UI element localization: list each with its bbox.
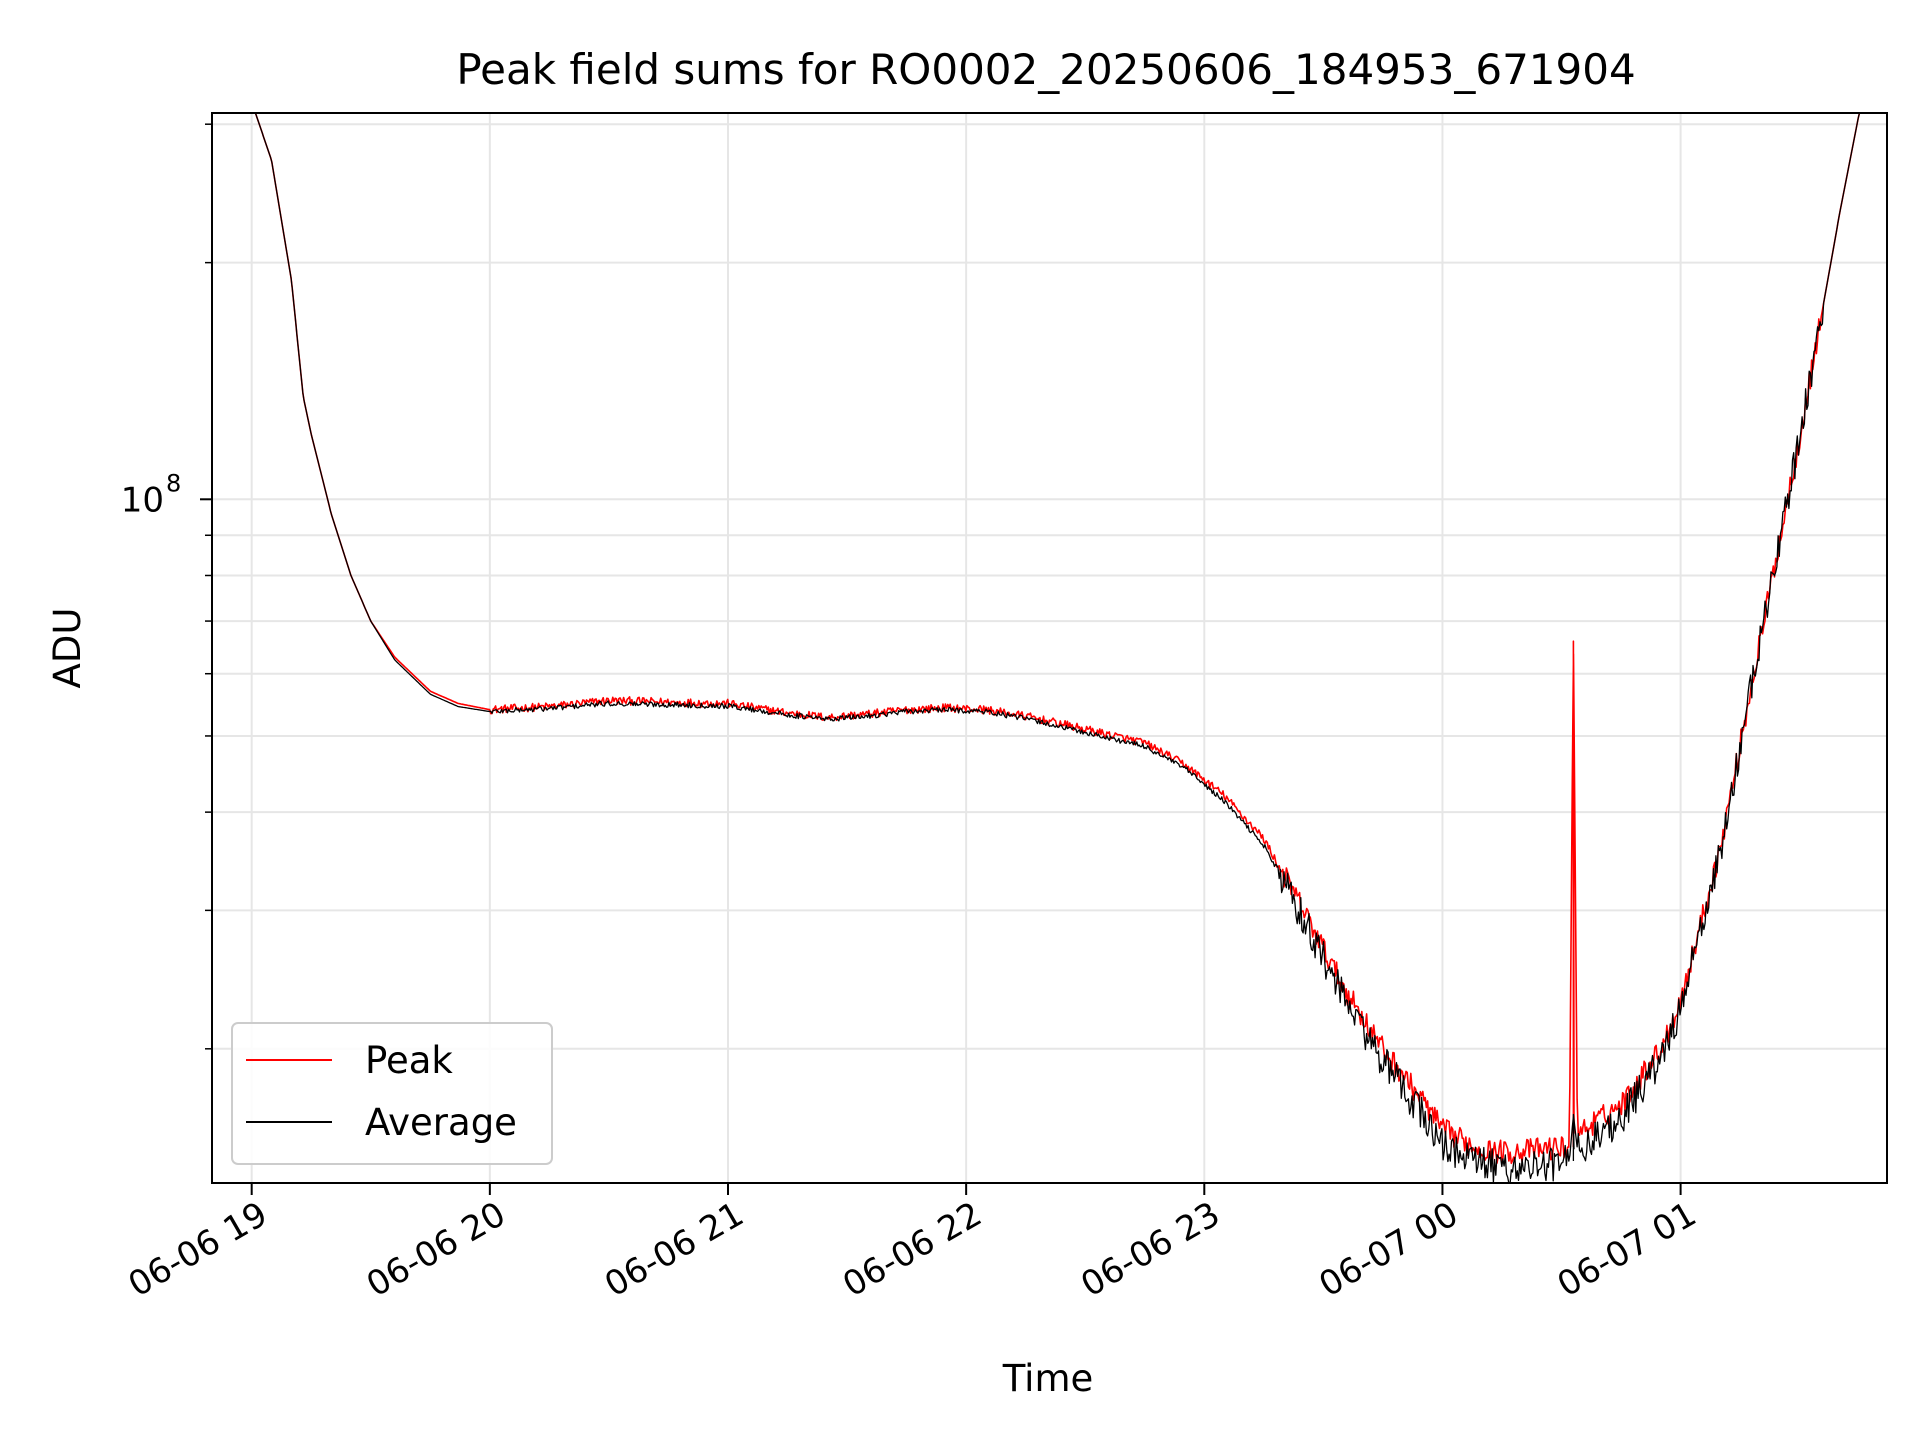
legend: Peak Average xyxy=(231,1022,553,1165)
y-tick-label-exponent: 8 xyxy=(166,469,181,497)
series-line-peak xyxy=(254,113,1862,1165)
legend-box xyxy=(231,1022,553,1165)
y-tick-label-base: 10 xyxy=(121,480,164,520)
x-axis-label: Time xyxy=(1002,1357,1094,1400)
legend-label-peak: Peak xyxy=(365,1039,453,1082)
chart-title: Peak field sums for RO0002_20250606_1849… xyxy=(456,45,1635,94)
y-tick-label: 10 xyxy=(121,480,164,520)
series-line-average xyxy=(254,113,1861,1183)
y-axis-ticks: 10 8 xyxy=(121,123,212,1050)
legend-label-average: Average xyxy=(365,1101,517,1144)
plot-frame xyxy=(211,112,1888,1184)
y-axis-label: ADU xyxy=(46,608,89,689)
series-layer xyxy=(254,113,1862,1183)
